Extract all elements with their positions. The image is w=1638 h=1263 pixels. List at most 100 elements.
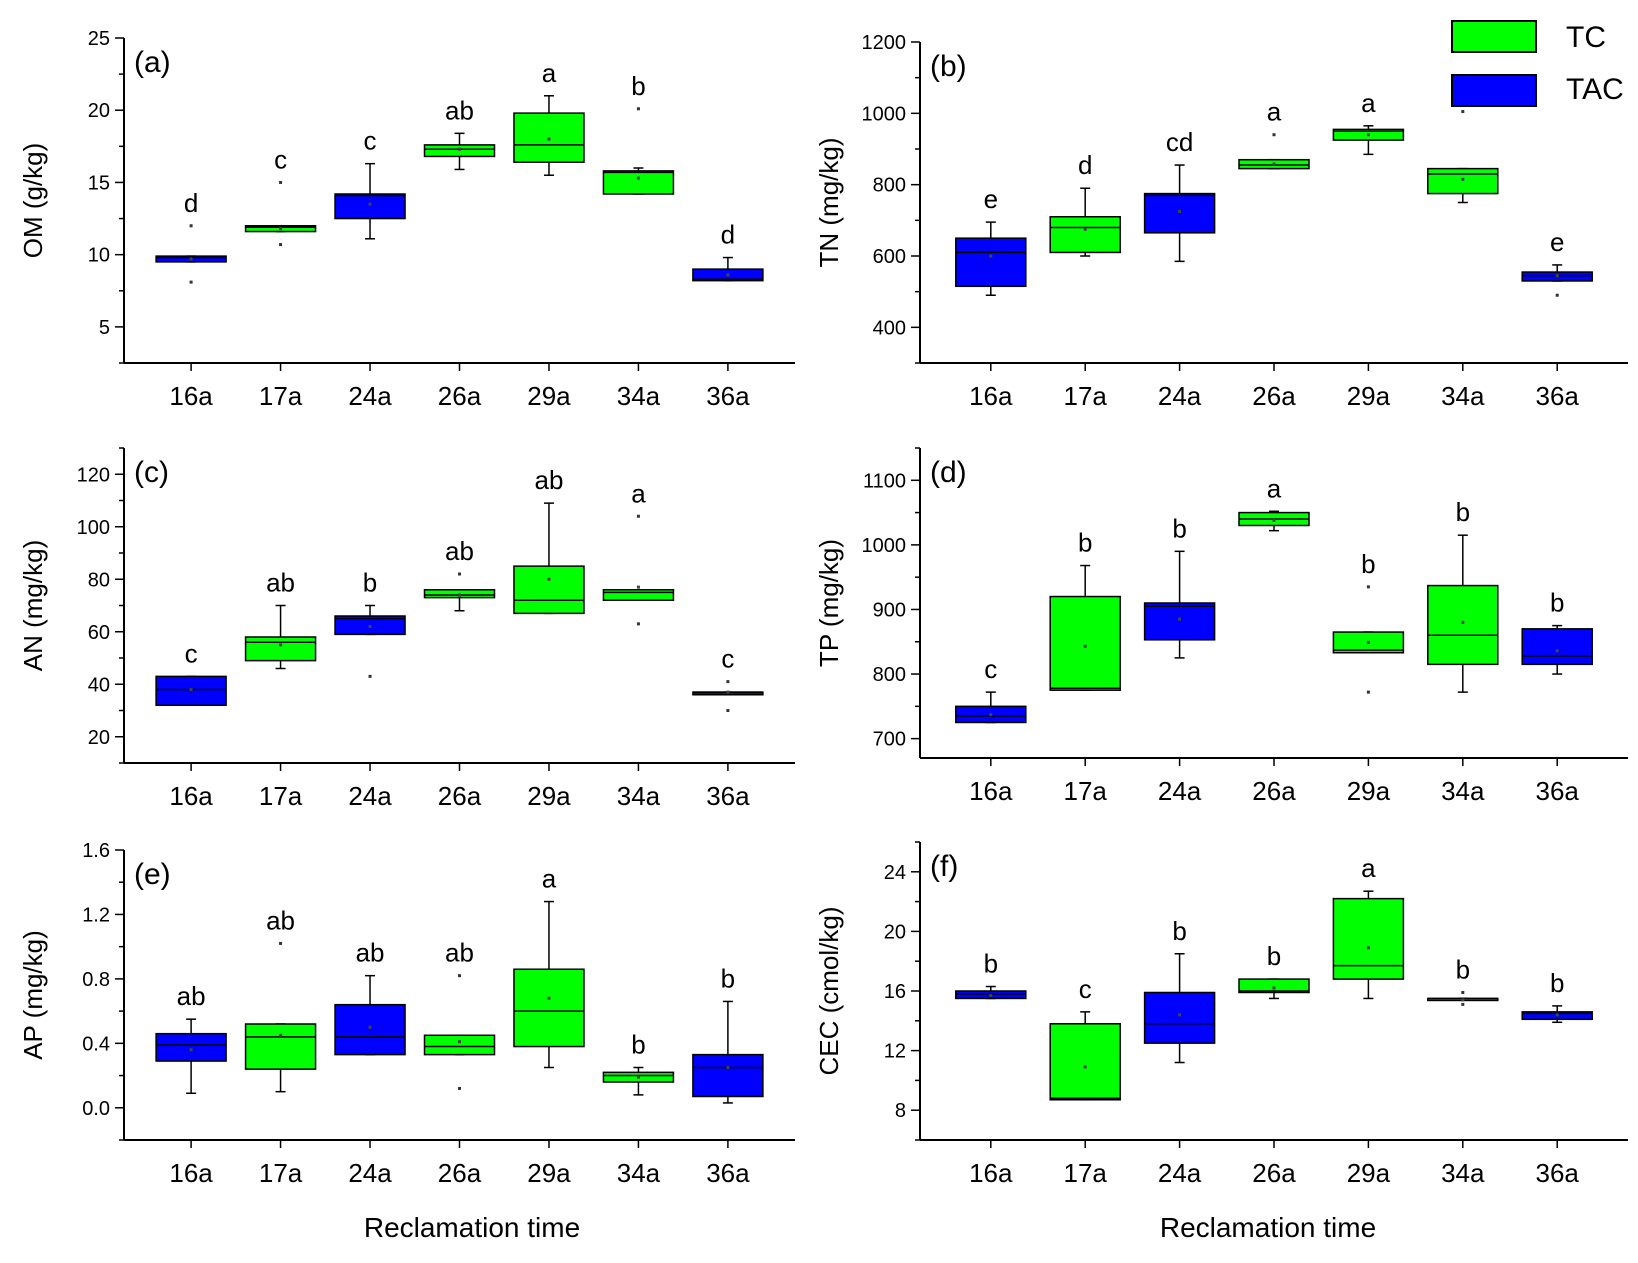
- box-29a: ab: [513, 465, 585, 615]
- box-tac: [692, 1053, 764, 1098]
- y-tick-label: 5: [99, 317, 110, 339]
- mean-marker: [1555, 649, 1559, 653]
- box-36a: b: [1521, 968, 1593, 1024]
- box-tc: [244, 1023, 317, 1070]
- box-24a: cd: [1143, 127, 1216, 263]
- box-36a: b: [1521, 588, 1593, 675]
- box-tc: [513, 968, 585, 1048]
- box-tac: [155, 1032, 227, 1062]
- x-tick-label: 36a: [1536, 1158, 1580, 1188]
- y-tick-label: 1200: [862, 32, 907, 54]
- y-tick-label: 1100: [863, 470, 906, 492]
- x-tick-label: 24a: [348, 381, 392, 411]
- box-16a: b: [955, 949, 1027, 1000]
- box-tc: [1049, 595, 1121, 691]
- significance-label: a: [1267, 97, 1282, 127]
- mean-marker: [458, 1040, 461, 1044]
- significance-label: a: [542, 864, 557, 894]
- legend-swatch-tac: [1451, 74, 1537, 107]
- box-tc: [1332, 897, 1405, 980]
- legend-swatch-tc: [1451, 20, 1537, 53]
- y-tick-label: 1.2: [82, 904, 110, 926]
- mean-marker: [1461, 998, 1465, 1002]
- y-tick-label: 800: [873, 664, 906, 686]
- x-tick-label: 29a: [1347, 776, 1391, 806]
- x-tick-label: 34a: [1441, 776, 1485, 806]
- legend-label-tac: TAC: [1566, 73, 1624, 106]
- significance-label: b: [1550, 588, 1564, 618]
- significance-label: a: [1267, 473, 1282, 503]
- mean-marker: [189, 257, 193, 261]
- y-tick-label: 700: [873, 729, 906, 751]
- x-tick-label: 34a: [1441, 381, 1485, 411]
- mean-marker: [1461, 177, 1465, 181]
- box-tac: [955, 237, 1027, 288]
- y-tick-label: 1000: [862, 535, 907, 557]
- outlier-point: [368, 674, 372, 678]
- panel-label: (b): [930, 50, 967, 83]
- y-tick-label: 0.0: [82, 1098, 110, 1120]
- outlier-point: [189, 280, 193, 284]
- mean-marker: [1272, 518, 1276, 522]
- box-36a: c: [692, 644, 764, 712]
- box-tc: [1238, 978, 1310, 994]
- mean-marker: [1083, 1065, 1087, 1069]
- outlier-point: [1461, 1002, 1465, 1006]
- y-tick-label: 600: [873, 246, 906, 268]
- outlier-point: [279, 941, 283, 945]
- y-axis-title: TP (mg/kg): [814, 539, 844, 667]
- box-29a: a: [513, 58, 585, 176]
- significance-label: a: [631, 478, 646, 508]
- significance-label: ab: [266, 905, 295, 935]
- box-16a: c: [955, 654, 1027, 724]
- box-36a: e: [1521, 227, 1593, 297]
- x-tick-label: 16a: [169, 781, 213, 811]
- x-tick-label: 17a: [259, 781, 303, 811]
- x-tick-label: 26a: [438, 1158, 482, 1188]
- significance-label: a: [1361, 853, 1376, 883]
- box-tac: [1143, 192, 1216, 234]
- y-tick-label: 120: [77, 464, 110, 486]
- x-tick-label: 36a: [1536, 381, 1580, 411]
- mean-marker: [547, 577, 551, 581]
- box-tc: [602, 170, 675, 195]
- box-36a: b: [692, 963, 764, 1104]
- box-26a: b: [1238, 941, 1310, 1000]
- mean-marker: [458, 593, 461, 597]
- significance-label: c: [984, 654, 997, 684]
- mean-marker: [989, 254, 993, 258]
- panel-3: 20 40 60 80 100 120 AN (mg/kg) (c) 16a 17a 24a 26a 2…: [18, 447, 795, 811]
- outlier-point: [279, 180, 283, 184]
- box-17a: c: [1049, 974, 1121, 1101]
- mean-marker: [726, 273, 730, 277]
- x-tick-label: 24a: [348, 781, 392, 811]
- x-tick-label: 29a: [1347, 1158, 1391, 1188]
- box-17a: c: [244, 144, 317, 247]
- box-tc: [1049, 1023, 1121, 1101]
- box-26a: a: [1238, 97, 1310, 170]
- box-34a: b: [1427, 954, 1499, 1006]
- box-tc: [423, 1034, 496, 1056]
- x-tick-label: 17a: [1064, 381, 1108, 411]
- outlier-point: [636, 514, 640, 518]
- outlier-point: [726, 680, 730, 684]
- outlier-point: [726, 709, 730, 712]
- outlier-point: [636, 107, 640, 111]
- significance-label: b: [1267, 941, 1281, 971]
- y-tick-label: 0.4: [82, 1033, 110, 1055]
- significance-label: b: [631, 1030, 645, 1060]
- mean-marker: [1272, 162, 1276, 166]
- mean-marker: [279, 227, 283, 231]
- mean-marker: [1461, 620, 1465, 624]
- x-tick-label: 36a: [706, 781, 750, 811]
- significance-label: ab: [445, 95, 474, 125]
- x-tick-label: 24a: [1158, 1158, 1202, 1188]
- box-24a: b: [1143, 916, 1216, 1064]
- significance-label: c: [1079, 974, 1092, 1004]
- significance-label: c: [721, 644, 734, 674]
- mean-marker: [989, 713, 993, 717]
- outlier-point: [636, 622, 640, 626]
- significance-label: b: [1456, 497, 1470, 527]
- mean-marker: [1083, 644, 1087, 648]
